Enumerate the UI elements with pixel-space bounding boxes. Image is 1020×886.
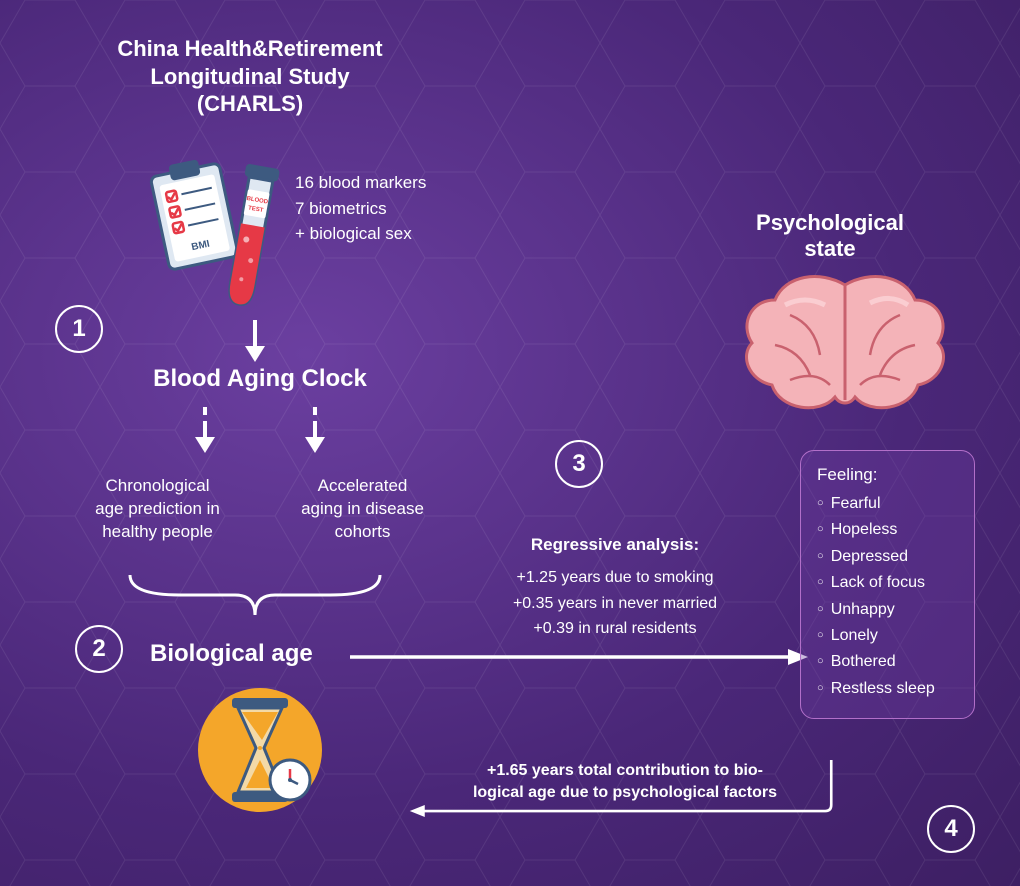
diagram-content: China Health&Retirement Longitudinal Stu… xyxy=(0,0,1020,886)
regressive-analysis: Regressive analysis: +1.25 years due to … xyxy=(470,475,760,642)
step-2-circle: 2 xyxy=(75,625,123,673)
arrow-bio-to-psych xyxy=(350,648,810,666)
charls-line1: China Health&Retirement xyxy=(80,35,420,63)
feeling-item: Hopeless xyxy=(817,517,960,543)
output-accelerated: Accelerated aging in disease cohorts xyxy=(285,475,440,544)
charls-line2: Longitudinal Study xyxy=(80,63,420,91)
feeling-item: Restless sleep xyxy=(817,676,960,702)
charls-line3: (CHARLS) xyxy=(80,90,420,118)
down-arrow-2 xyxy=(300,405,330,455)
step-1-num: 1 xyxy=(72,315,85,343)
bac-down-arrows xyxy=(160,405,360,465)
psychological-state-title: Psychological state xyxy=(720,210,940,262)
labtest-icon: BMI BLOOD TEST xyxy=(140,130,290,330)
down-arrow-1 xyxy=(190,405,220,455)
hourglass-icon xyxy=(190,680,330,820)
back-arrow-label: +1.65 years total contribution to bio- l… xyxy=(360,760,890,803)
reg-line-3: +0.39 in rural residents xyxy=(470,616,760,642)
step-4-circle: 4 xyxy=(927,805,975,853)
reg-line-1: +1.25 years due to smoking xyxy=(470,565,760,591)
step-2-num: 2 xyxy=(92,635,105,663)
metric-2: 7 biometrics xyxy=(295,196,426,222)
step-3-num: 3 xyxy=(572,450,585,478)
charls-title: China Health&Retirement Longitudinal Stu… xyxy=(80,35,420,118)
reg-line-2: +0.35 years in never married xyxy=(470,591,760,617)
feeling-item: Depressed xyxy=(817,544,960,570)
feeling-item: Bothered xyxy=(817,649,960,675)
feelings-list: Fearful Hopeless Depressed Lack of focus… xyxy=(817,491,960,702)
step-4-num: 4 xyxy=(944,815,957,843)
reg-title: Regressive analysis: xyxy=(470,535,760,555)
step-1-circle: 1 xyxy=(55,305,103,353)
feelings-box: Feeling: Fearful Hopeless Depressed Lack… xyxy=(800,450,975,719)
blood-aging-clock-title: Blood Aging Clock xyxy=(140,365,380,393)
merge-bracket xyxy=(120,570,390,620)
brain-icon xyxy=(730,265,960,425)
feelings-title: Feeling: xyxy=(817,465,960,485)
feeling-item: Unhappy xyxy=(817,597,960,623)
metrics-list: 16 blood markers 7 biometrics + biologic… xyxy=(295,170,426,247)
biological-age-title: Biological age xyxy=(150,640,313,668)
metric-1: 16 blood markers xyxy=(295,170,426,196)
arrow-charls-to-bac xyxy=(235,320,275,365)
output-chronological: Chronological age prediction in healthy … xyxy=(80,475,235,544)
feeling-item: Fearful xyxy=(817,491,960,517)
feeling-item: Lonely xyxy=(817,623,960,649)
bac-outputs: Chronological age prediction in healthy … xyxy=(80,475,440,544)
metric-3: + biological sex xyxy=(295,221,426,247)
feeling-item: Lack of focus xyxy=(817,570,960,596)
